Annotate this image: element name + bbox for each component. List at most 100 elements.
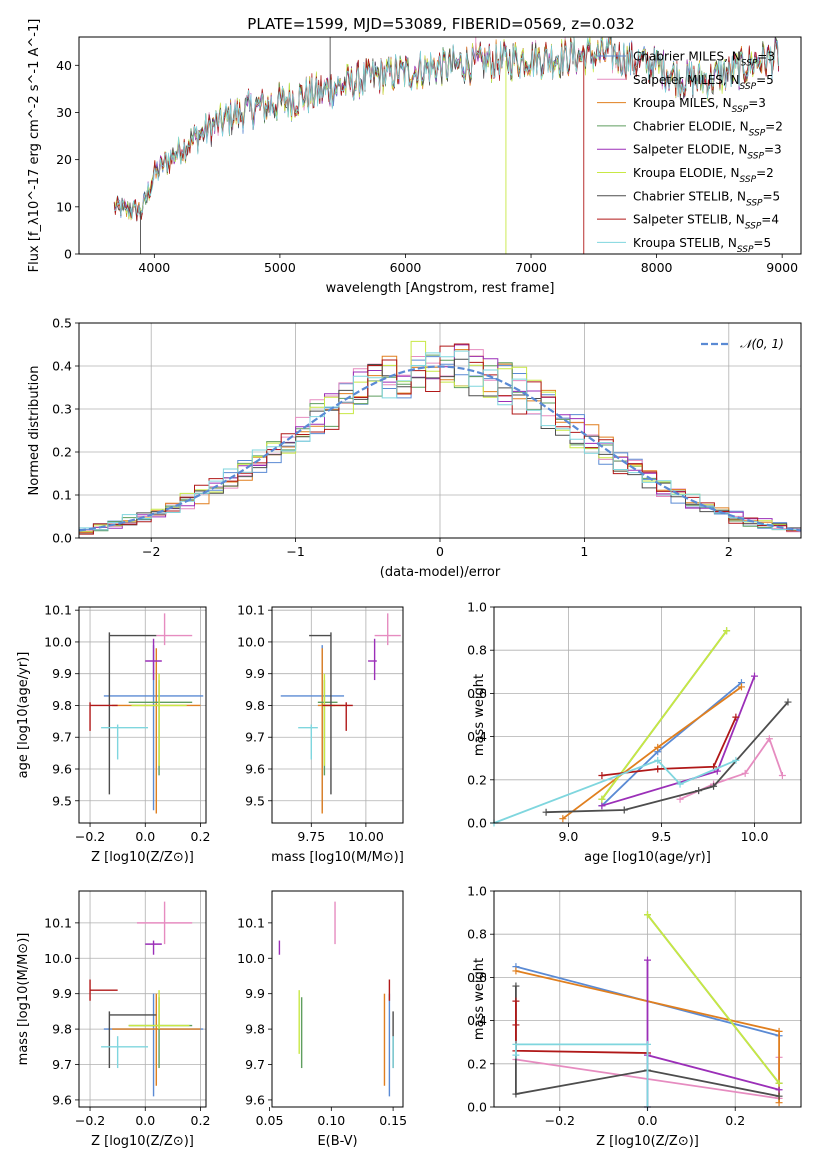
weight-marker (654, 756, 662, 764)
weight-marker (737, 683, 745, 691)
legend-label: Kroupa MILES, NSSP=3 (633, 96, 766, 115)
spectrum-panel: 4000 5000 6000 7000 8000 9000 0 10 20 30 40 wavelen… (27, 19, 802, 296)
y-tick-label: 0.2 (467, 1056, 487, 1071)
weight-line-kroupa-elodie (646, 914, 780, 1084)
weight-marker (512, 1021, 520, 1029)
legend-label: 𝒩(0, 1) (740, 337, 784, 351)
weight-marker (710, 782, 718, 790)
y-axis-label: mass weight (472, 674, 487, 756)
y-tick-label: 9.6 (52, 762, 72, 777)
x-tick-label: 0.2 (725, 1113, 745, 1128)
y-tick-label: 9.6 (245, 1092, 265, 1107)
x-axis-label: (data-model)/error (380, 565, 501, 580)
x-tick-label: 9.5 (652, 829, 672, 844)
y-tick-label: 9.9 (245, 666, 265, 681)
weight-marker (775, 1027, 783, 1035)
axes-frame (78, 606, 207, 824)
residual-legend: 𝒩(0, 1) (701, 337, 784, 351)
weight-marker (512, 1090, 520, 1098)
legend-label: Kroupa ELODIE, NSSP=2 (633, 166, 774, 185)
y-tick-label: 10.0 (44, 634, 72, 649)
y-tick-label: 30 (56, 105, 72, 120)
weight-marker (741, 769, 749, 777)
y-tick-label: 0.5 (52, 316, 72, 331)
x-tick-label: 0.10 (317, 1113, 345, 1128)
y-tick-label: 0.8 (467, 643, 487, 658)
legend-label: Salpeter ELODIE, NSSP=3 (633, 143, 782, 162)
weight-marker (598, 795, 606, 803)
x-axis-label: Z [log10(Z/Z⊙)] (91, 850, 194, 865)
age-vs-Z-plot-area (89, 613, 204, 814)
axes-frame (271, 890, 404, 1108)
weight-vs-Z-panel: −0.2 0.0 0.2 0.0 0.2 0.4 0.6 0.8 1.0 Z [log10(Z/Z… (467, 884, 802, 1149)
axes-frame (78, 36, 802, 255)
weight-marker (775, 1086, 783, 1094)
y-tick-label: 10 (56, 199, 72, 214)
spectrum-line-kroupa-stelib (114, 37, 779, 219)
x-tick-label: 9000 (766, 260, 798, 275)
y-tick-label: 9.6 (52, 1092, 72, 1107)
axes-frame (493, 890, 802, 1108)
mass-vs-EBV-plot-area (278, 901, 394, 1097)
y-tick-label: 9.8 (245, 698, 265, 713)
x-tick-label: 0.15 (379, 1113, 407, 1128)
weight-marker (644, 1040, 651, 1048)
y-tick-label: 9.7 (52, 730, 72, 745)
y-tick-label: 0 (64, 247, 72, 262)
axes-frame (78, 322, 802, 539)
y-tick-label: 0.4 (467, 729, 487, 744)
x-tick-label: 8000 (641, 260, 673, 275)
y-axis-label: mass weight (472, 958, 487, 1040)
y-tick-label: 0.0 (467, 816, 487, 831)
weight-line-salpeter-stelib (515, 1001, 648, 1054)
weight-marker (644, 911, 651, 919)
y-tick-label: 40 (56, 58, 72, 73)
x-tick-label: 0.0 (135, 1113, 155, 1128)
weight-line-kroupa-stelib (493, 759, 737, 824)
x-axis-label: E(B-V) (317, 1134, 357, 1149)
weight-marker (676, 795, 684, 803)
y-tick-label: 10.1 (44, 915, 72, 930)
y-tick-label: 0.4 (467, 1013, 487, 1028)
weight-line-kroupa-stelib (515, 1043, 649, 1107)
x-axis-label: age [log10(age/yr)] (584, 850, 711, 865)
x-tick-label: 0.0 (638, 1113, 658, 1128)
y-tick-label: 0.3 (52, 402, 72, 417)
weight-line-salpeter-elodie (646, 960, 780, 1107)
x-axis-label: Z [log10(Z/Z⊙)] (596, 1134, 699, 1149)
y-axis-label: mass [log10(M/M⊙)] (16, 933, 31, 1066)
x-tick-label: 0.2 (191, 829, 211, 844)
x-axis-label: Z [log10(Z/Z⊙)] (91, 1134, 194, 1149)
weight-marker (620, 806, 628, 814)
weight-vs-age-plot-area (490, 627, 792, 827)
y-axis-label: Normed distribution (27, 366, 42, 496)
x-tick-label: 0.0 (135, 829, 155, 844)
y-axis-label: Flux [f_λ10^-17 erg cm^-2 s^-1 A^-1] (27, 19, 42, 273)
y-tick-label: 10.0 (44, 951, 72, 966)
y-tick-label: 0.0 (52, 531, 72, 546)
weight-vs-age-panel: 9.0 9.5 10.0 0.0 0.2 0.4 0.6 0.8 1.0 age [log10(a… (467, 600, 802, 865)
y-tick-label: 9.8 (52, 698, 72, 713)
weight-marker (732, 713, 740, 721)
weight-marker (512, 997, 520, 1005)
histogram-salpeter-stelib (79, 343, 801, 535)
weight-marker (723, 627, 731, 635)
legend-label: Salpeter STELIB, NSSP=4 (633, 213, 779, 232)
figure-title: PLATE=1599, MJD=53089, FIBERID=0569, z=0… (247, 15, 634, 33)
y-tick-label: 9.9 (52, 986, 72, 1001)
y-tick-label: 0.6 (467, 686, 487, 701)
weight-marker (512, 967, 520, 975)
weight-marker (654, 765, 662, 773)
x-tick-label: 4000 (138, 260, 170, 275)
y-tick-label: 9.6 (245, 762, 265, 777)
weight-line-kroupa-miles (562, 686, 743, 820)
y-tick-label: 0.4 (52, 359, 72, 374)
y-tick-label: 9.7 (245, 730, 265, 745)
y-tick-label: 1.0 (467, 600, 487, 615)
y-tick-label: 9.8 (245, 1022, 265, 1037)
x-tick-label: 0.2 (191, 1113, 211, 1128)
y-tick-label: 10.1 (237, 603, 265, 618)
age-vs-mass-plot-area (280, 613, 401, 814)
legend-label: Chabrier STELIB, NSSP=5 (633, 189, 780, 208)
